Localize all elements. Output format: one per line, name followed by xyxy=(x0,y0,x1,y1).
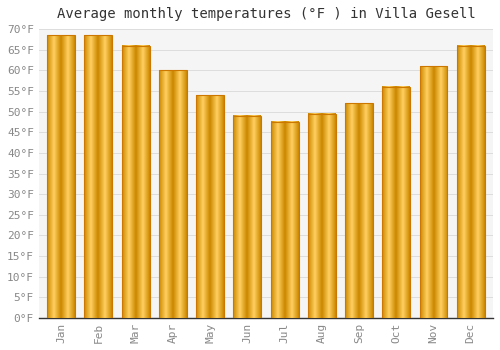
Bar xyxy=(84,35,112,318)
Bar xyxy=(196,95,224,318)
Title: Average monthly temperatures (°F ) in Villa Gesell: Average monthly temperatures (°F ) in Vi… xyxy=(56,7,476,21)
Bar xyxy=(382,87,410,318)
Bar xyxy=(122,46,150,318)
Bar xyxy=(270,122,298,318)
Bar xyxy=(234,116,262,318)
Bar xyxy=(308,114,336,318)
Bar xyxy=(345,103,373,318)
Bar xyxy=(457,46,484,318)
Bar xyxy=(159,70,187,318)
Bar xyxy=(47,35,75,318)
Bar xyxy=(420,66,448,318)
